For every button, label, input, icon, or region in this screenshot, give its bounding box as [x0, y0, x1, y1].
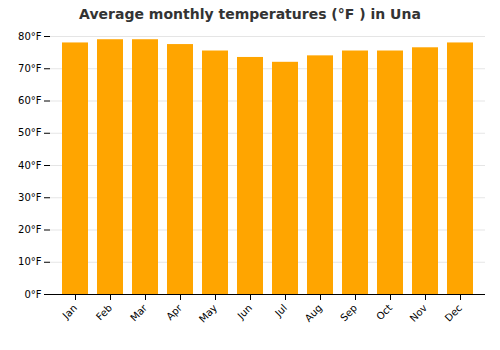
svg-text:Apr: Apr: [164, 302, 185, 323]
html-text:Average monthly temperatures (: Average monthly temperatures (°F ) in Un…: [79, 6, 421, 22]
svg-text:Dec: Dec: [443, 302, 464, 323]
svg-text:Jul: Jul: [272, 302, 289, 319]
svg-text:Nov: Nov: [408, 302, 430, 324]
svg-text:20°F: 20°F: [18, 224, 42, 235]
svg-text:Jun: Jun: [235, 302, 255, 322]
svg-text:10°F: 10°F: [18, 256, 42, 267]
svg-text:May: May: [197, 302, 219, 324]
svg-text:Sep: Sep: [338, 302, 359, 323]
svg-text:80°F: 80°F: [18, 31, 42, 42]
svg-text:Jan: Jan: [60, 302, 79, 321]
svg-text:Mar: Mar: [128, 302, 150, 324]
svg-text:Oct: Oct: [374, 302, 394, 322]
svg-text:50°F: 50°F: [18, 127, 42, 138]
svg-text:70°F: 70°F: [18, 63, 42, 74]
svg-text:30°F: 30°F: [18, 192, 42, 203]
svg-text:40°F: 40°F: [18, 160, 42, 171]
svg-text:Aug: Aug: [303, 302, 325, 324]
svg-text:0°F: 0°F: [24, 289, 41, 300]
svg-text:Feb: Feb: [94, 302, 114, 322]
svg-text:60°F: 60°F: [18, 95, 42, 106]
